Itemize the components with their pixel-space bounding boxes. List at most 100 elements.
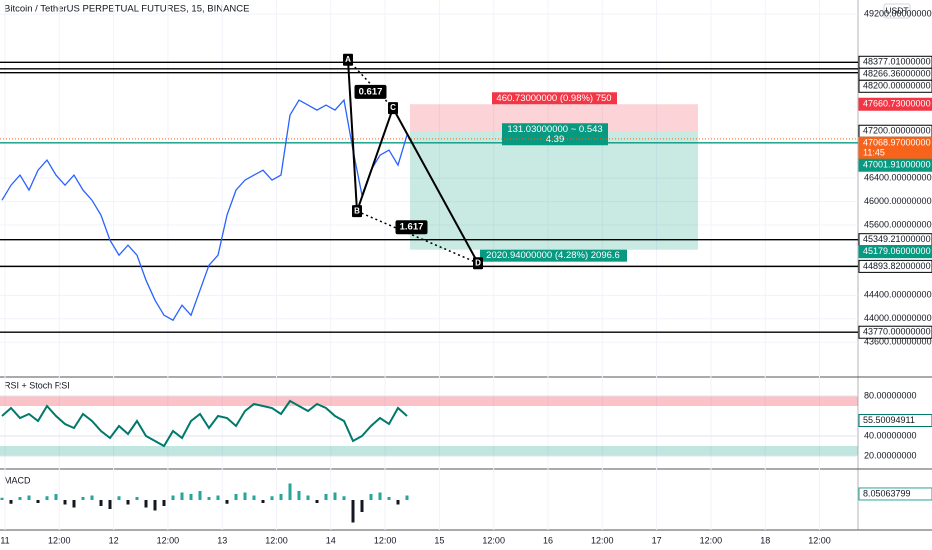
- pattern-point-label: B: [354, 206, 360, 215]
- price-badge-label: 48200.00000000: [863, 81, 931, 91]
- macd-bar: [261, 500, 265, 503]
- macd-bar: [369, 494, 373, 500]
- price-badge: [858, 325, 932, 339]
- macd-bar: [162, 500, 166, 506]
- macd-bar: [342, 496, 346, 500]
- pattern-point-label: C: [390, 103, 396, 112]
- rsi-badge: [858, 413, 932, 427]
- rsi-line: [1, 399, 408, 448]
- target-label-bg: [480, 249, 627, 262]
- time-label: 13: [217, 535, 227, 545]
- macd-bar: [198, 491, 202, 500]
- y-tick-label: 46000.00000000: [864, 196, 932, 206]
- price-badge: [858, 97, 932, 111]
- macd-bar: [288, 483, 292, 500]
- macd-bar: [360, 500, 364, 512]
- ratio-label: 1.617: [400, 222, 424, 233]
- y-tick-label: 44000.00000000: [864, 313, 932, 323]
- time-label: 11: [0, 535, 9, 545]
- macd-bar: [9, 500, 13, 504]
- macd-bar: [306, 495, 310, 500]
- rsi-title: RSI + Stoch RSI: [4, 380, 70, 390]
- price-badge-label: 47068.97000000: [863, 138, 931, 148]
- ratio-label-bg: [395, 220, 428, 235]
- macd-bar: [387, 497, 391, 500]
- time-label: 18: [760, 535, 770, 545]
- y-tick-label: 43600.00000000: [864, 337, 932, 347]
- macd-bar: [279, 494, 283, 500]
- macd-badge-label: 8.05063799: [863, 488, 911, 498]
- macd-bar: [252, 495, 256, 500]
- target-zone: [410, 131, 698, 250]
- macd-bar: [36, 500, 40, 503]
- macd-bar: [63, 500, 67, 505]
- rsi-tick-label: 80.00000000: [864, 390, 917, 400]
- price-badge-label: 47200.00000000: [863, 126, 931, 136]
- macd-bar: [270, 496, 274, 500]
- price-badge-label: 45349.21000000: [863, 234, 931, 244]
- price-badge-label: 43770.00000000: [863, 327, 931, 337]
- price-badge-sublabel: 11:45: [863, 148, 885, 158]
- time-label: 14: [326, 535, 336, 545]
- y-tick-label: 49200.00000000: [864, 8, 932, 18]
- time-label: 12: [109, 535, 119, 545]
- time-label: 15: [434, 535, 444, 545]
- macd-bar: [351, 500, 355, 523]
- entry-label: 131.03000000 ~ 0.543: [507, 124, 602, 135]
- macd-bar: [333, 492, 337, 500]
- macd-bar: [0, 497, 4, 500]
- macd-title: MACD: [4, 475, 31, 485]
- time-label: 12:00: [265, 535, 288, 545]
- price-badge-label: 48377.01000000: [863, 57, 931, 67]
- macd-bar: [297, 491, 301, 500]
- ratio-line: [356, 210, 479, 264]
- y-tick-label: 45600.00000000: [864, 219, 932, 229]
- y-tick-label: 46400.00000000: [864, 173, 932, 183]
- macd-bar: [207, 497, 211, 500]
- macd-bar: [27, 495, 31, 500]
- rsi-band: [0, 446, 858, 456]
- price-badge: [858, 259, 932, 273]
- price-badge: [858, 245, 932, 259]
- macd-bar: [135, 497, 139, 500]
- ratio-line: [347, 59, 394, 109]
- chart-title: Bitcoin / TetherUS PERPETUAL FUTURES, 15…: [4, 4, 250, 15]
- time-label: 12:00: [700, 535, 723, 545]
- time-label: 17: [652, 535, 662, 545]
- stop-label-bg: [492, 92, 617, 105]
- macd-bar: [189, 494, 193, 500]
- currency-button[interactable]: [883, 3, 911, 19]
- macd-bar: [153, 500, 157, 511]
- macd-bar: [18, 497, 22, 500]
- rsi-tick-label: 20.00000000: [864, 450, 917, 460]
- macd-bar: [108, 500, 112, 509]
- macd-bar: [315, 500, 319, 503]
- macd-bar: [144, 500, 148, 508]
- macd-bar: [99, 500, 103, 506]
- rsi-tick-label: 40.00000000: [864, 430, 917, 440]
- price-badge-label: 47001.91000000: [863, 160, 931, 170]
- macd-bar: [225, 500, 229, 504]
- target-label: 2020.94000000 (4.28%) 2096.6: [486, 250, 620, 261]
- time-label: 12:00: [157, 535, 180, 545]
- price-badge-label: 48266.36000000: [863, 69, 931, 79]
- price-badge-label: 47660.73000000: [863, 99, 931, 109]
- time-label: 12:00: [48, 535, 71, 545]
- macd-bar: [216, 495, 220, 500]
- ratio-label-bg: [354, 84, 387, 99]
- y-tick-label: 44400.00000000: [864, 290, 932, 300]
- macd-bar: [72, 500, 76, 508]
- macd-bar: [405, 495, 409, 500]
- time-label: 12:00: [374, 535, 397, 545]
- macd-bar: [81, 497, 85, 500]
- pattern-leg: [347, 59, 479, 264]
- time-label: 12:00: [482, 535, 505, 545]
- price-badge-label: 44893.82000000: [863, 261, 931, 271]
- macd-bar: [117, 496, 121, 500]
- stop-label: 460.73000000 (0.98%) 750: [496, 93, 611, 104]
- macd-bar: [54, 494, 58, 500]
- price-badge: [858, 158, 932, 172]
- currency-button-label[interactable]: USDT: [885, 5, 908, 15]
- pattern-point: [352, 205, 362, 218]
